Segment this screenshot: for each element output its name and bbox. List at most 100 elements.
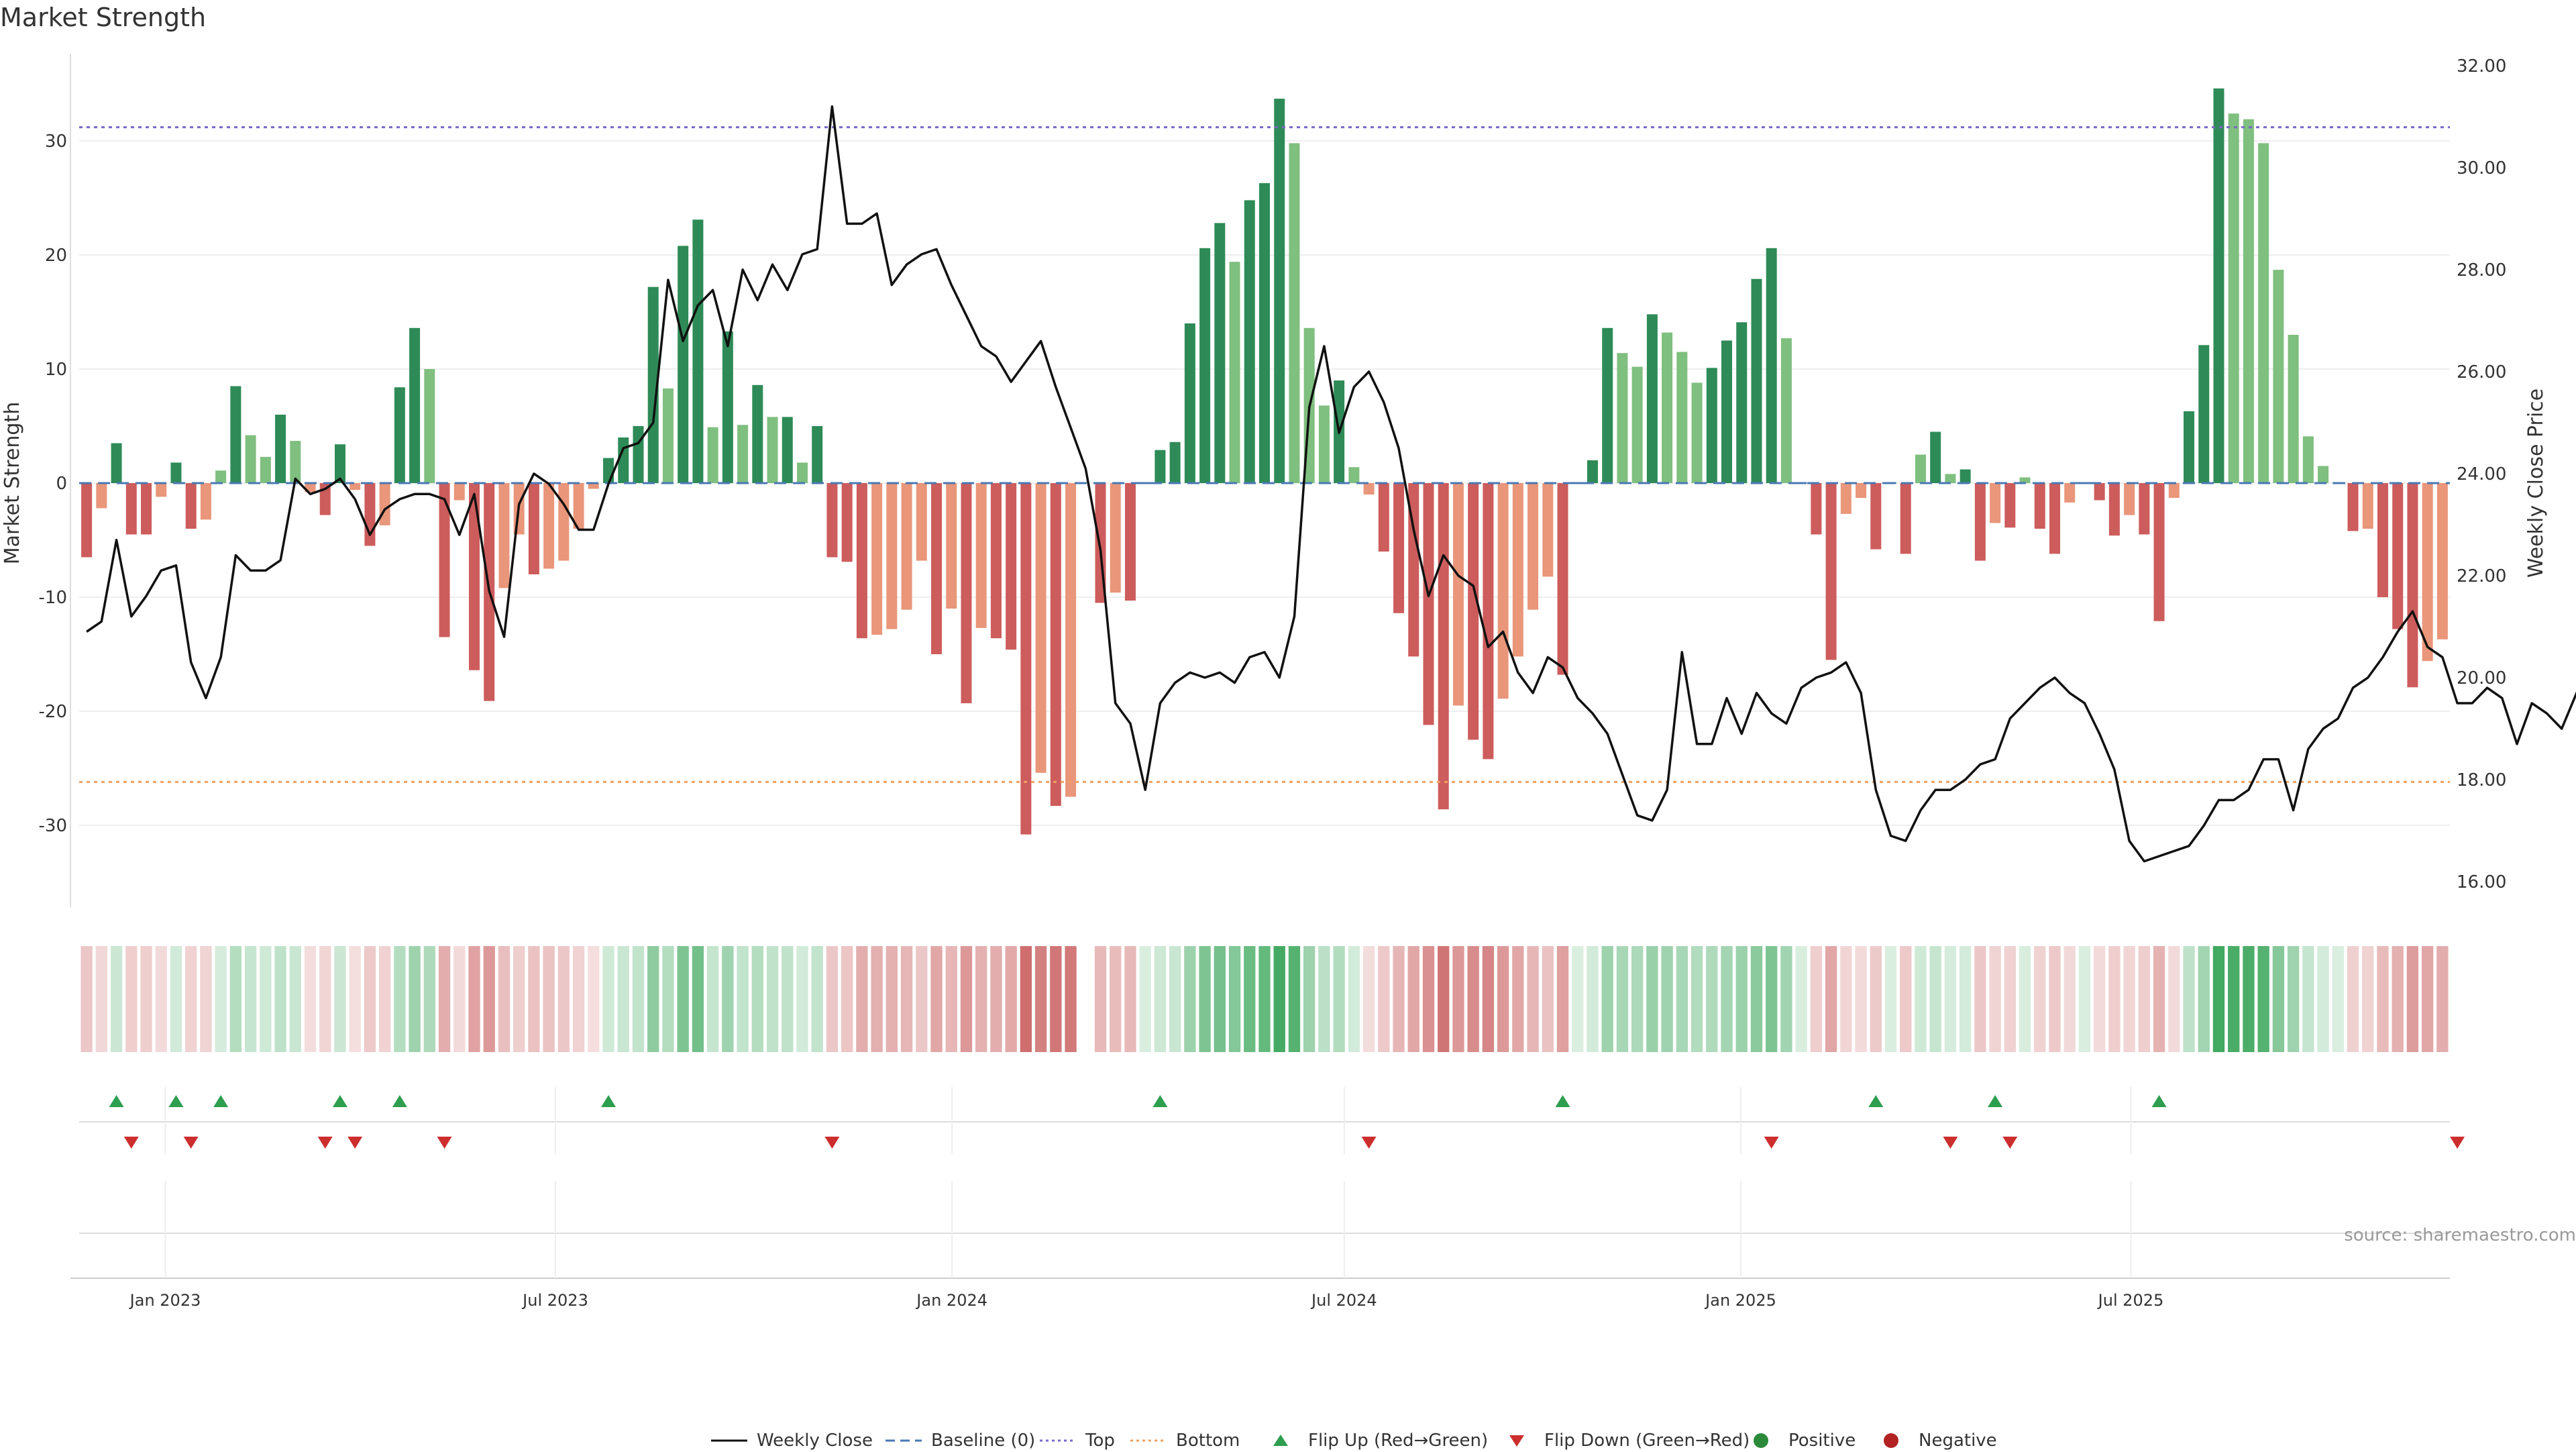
heat-strip-cell — [1139, 946, 1151, 1052]
heat-strip-cell — [2183, 946, 2195, 1052]
heat-strip-cell — [468, 946, 480, 1052]
heat-strip-cell — [378, 946, 391, 1052]
strength-bar — [334, 444, 345, 483]
strength-bar — [1960, 469, 1971, 483]
legend-label: Flip Up (Red→Green) — [1308, 1431, 1489, 1451]
heat-strip-cell — [2078, 946, 2091, 1052]
heat-strip-cell — [170, 946, 182, 1052]
heat-strip-cell — [229, 946, 242, 1052]
heat-strip-cell — [483, 946, 495, 1052]
strength-bar — [1736, 322, 1748, 483]
y2-tick-label: 28.00 — [2457, 260, 2506, 280]
strength-bar — [1512, 483, 1523, 657]
strength-bar — [156, 483, 167, 497]
strength-bar — [81, 483, 93, 558]
legend-item: Weekly Close — [710, 1429, 873, 1452]
strength-bar — [901, 483, 912, 610]
heat-strip-cell — [438, 946, 451, 1052]
flip-up-marker — [1868, 1095, 1884, 1107]
heat-strip-cell — [1273, 946, 1285, 1052]
y-tick-label: -20 — [39, 702, 67, 722]
strength-bar — [2258, 143, 2269, 483]
strength-bar — [886, 483, 898, 629]
weekly-close-line — [86, 105, 2576, 863]
flip-up-marker — [213, 1095, 229, 1107]
heat-strip-cell — [1348, 946, 1360, 1052]
heat-strip-cell — [2243, 946, 2255, 1052]
legend-swatch — [1884, 1433, 1898, 1448]
y2-tick-label: 20.00 — [2457, 668, 2506, 688]
heat-strip-cell — [1482, 946, 1495, 1052]
heat-strip-cell — [1690, 946, 1703, 1052]
strength-bar — [1065, 483, 1077, 797]
heat-strip-cell — [1199, 946, 1211, 1052]
flip-down-marker — [123, 1137, 139, 1149]
heat-strip-cell — [1795, 946, 1807, 1052]
strength-bar — [245, 435, 256, 483]
heat-strip-cell — [2406, 946, 2419, 1052]
heat-strip-cell — [1527, 946, 1539, 1052]
strength-bar — [1035, 483, 1046, 773]
strength-bar — [1706, 368, 1717, 483]
strength-bar — [528, 483, 539, 574]
legend-label: Bottom — [1176, 1431, 1240, 1451]
heat-strip-cell — [1587, 946, 1599, 1052]
strength-bar — [1990, 483, 2001, 523]
heat-strip-cell — [1616, 946, 1629, 1052]
heat-strip-cell — [2317, 946, 2329, 1052]
heat-strip-cell — [1318, 946, 1330, 1052]
strength-bar — [2139, 483, 2150, 535]
flip-up-marker — [1988, 1095, 2003, 1107]
heat-strip-cell — [2108, 946, 2121, 1052]
heat-strip-cell — [1706, 946, 1718, 1052]
strength-bar — [678, 246, 689, 483]
strength-bar — [2094, 483, 2105, 501]
legend-item: Flip Up (Red→Green) — [1261, 1429, 1488, 1452]
heat-strip-cell — [737, 946, 749, 1052]
heat-strip-cell — [2034, 946, 2046, 1052]
strength-bar — [1900, 483, 1911, 554]
strength-bar — [588, 483, 599, 489]
strength-bar — [1244, 200, 1255, 483]
heat-strip-cell — [1422, 946, 1435, 1052]
legend-swatch — [1509, 1435, 1524, 1447]
strength-bar — [141, 483, 152, 535]
strength-bar — [961, 483, 972, 704]
strength-bar — [1393, 483, 1405, 613]
strength-bar — [856, 483, 867, 639]
strength-bar — [1825, 483, 1837, 660]
strength-bar — [603, 458, 614, 483]
flip-up-marker — [332, 1095, 347, 1107]
heat-strip-cell — [95, 946, 108, 1052]
heat-strip-cell — [1438, 946, 1450, 1052]
heat-strip-cell — [722, 946, 734, 1052]
strength-bar — [394, 387, 405, 483]
flip-up-marker — [1152, 1095, 1168, 1107]
heat-strip-cell — [289, 946, 301, 1052]
strength-bar — [1408, 483, 1419, 657]
strength-bar — [1155, 450, 1166, 483]
strength-bar — [1497, 483, 1509, 699]
strength-bar — [1751, 278, 1762, 483]
strength-bar — [498, 483, 510, 588]
heat-strip-cell — [1094, 946, 1107, 1052]
heat-strip-cell — [1303, 946, 1316, 1052]
legend-swatch — [1040, 1439, 1076, 1442]
flip-down-marker — [347, 1137, 363, 1149]
flip-down-marker — [437, 1137, 452, 1149]
heat-strip-cell — [2392, 946, 2404, 1052]
strength-bar — [2004, 483, 2016, 528]
strength-bar — [558, 483, 570, 561]
heat-strip-cell — [200, 946, 212, 1052]
x-tick-label: Jul 2025 — [2097, 1291, 2164, 1310]
heat-strip-cell — [513, 946, 525, 1052]
strength-bar — [2362, 483, 2373, 529]
y2-axis-title: Weekly Close Price — [2524, 388, 2548, 578]
chart-legend: Weekly Close Baseline (0) Top Bottom Flip Up… — [0, 1429, 2576, 1452]
strength-bar — [1378, 483, 1389, 552]
strength-bar — [618, 437, 629, 483]
heat-strip-cell — [885, 946, 898, 1052]
heat-strip-cell — [960, 946, 973, 1052]
strength-bar-zero — [1140, 482, 1151, 484]
heat-strip-cell — [1378, 946, 1390, 1052]
